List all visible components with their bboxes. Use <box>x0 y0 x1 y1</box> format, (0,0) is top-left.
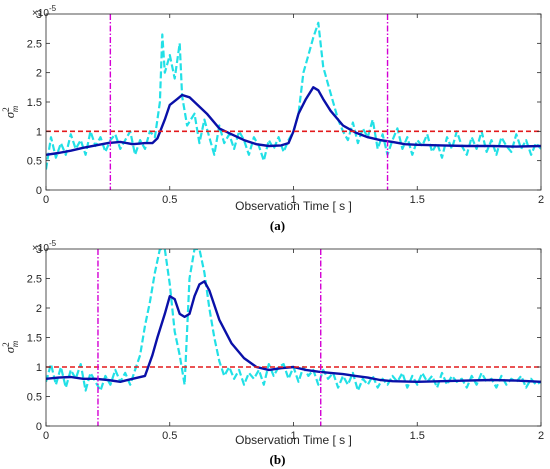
panel-b: 0 0.5 1 1.5 200.511.522.53×10-5σ2mObservatio… <box>1 239 544 467</box>
y-tick-label: 2.5 <box>27 38 42 50</box>
y-tick-label: 0 <box>36 421 42 433</box>
y-tick-label: 2 <box>36 303 42 315</box>
panel-label: (b) <box>270 452 286 467</box>
y-tick-label: 1.5 <box>27 333 42 345</box>
y-tick-label: 0.5 <box>27 392 42 404</box>
x-tick-label: 2 <box>538 194 544 206</box>
panel-label: (a) <box>270 218 285 233</box>
plot-area <box>46 14 541 190</box>
smoothed-series-line <box>46 86 541 156</box>
x-tick-label: 2 <box>538 430 544 442</box>
panel-a: 0 0.5 1 1.5 200.511.522.53×10-5σ2mObservatio… <box>1 4 544 233</box>
y-tick-label: 0 <box>36 185 42 197</box>
x-axis-label: Observation Time [ s ] <box>235 199 352 213</box>
y-tick-label: 3 <box>36 244 42 256</box>
y-tick-label: 0.5 <box>27 156 42 168</box>
x-tick-label: 0.5 <box>162 430 177 442</box>
x-tick-label: 1 <box>290 194 296 206</box>
y-axis-label: σ2m <box>1 105 20 118</box>
y-tick-label: 1 <box>36 126 42 138</box>
y-tick-label: 2.5 <box>27 274 42 286</box>
smoothed-series-line <box>46 280 541 383</box>
x-axis-label: Observation Time [ s ] <box>235 433 352 447</box>
x-tick-label: 1.5 <box>410 430 425 442</box>
y-axis-label: σ2m <box>1 340 20 353</box>
y-tick-label: 1 <box>36 362 42 374</box>
y-tick-label: 2 <box>36 68 42 80</box>
x-tick-label: 1.5 <box>410 194 425 206</box>
x-tick-label: 0.5 <box>162 194 177 206</box>
plot-area <box>46 249 541 426</box>
y-tick-label: 1.5 <box>27 97 42 109</box>
x-tick-label: 0 <box>43 194 49 206</box>
x-tick-label: 0 <box>43 430 49 442</box>
y-tick-label: 3 <box>36 9 42 21</box>
x-tick-label: 1 <box>290 430 296 442</box>
